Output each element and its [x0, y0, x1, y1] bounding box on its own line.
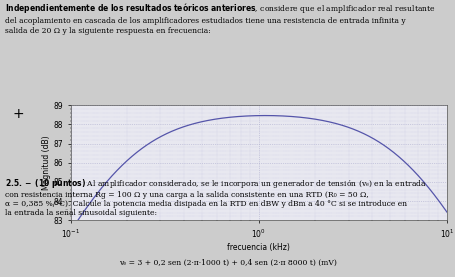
X-axis label: frecuencia (kHz): frecuencia (kHz) — [227, 243, 289, 252]
Text: $\bf{Independientemente\ de\ los\ resultados\ te\acute{o}ricos\ anteriores}$, co: $\bf{Independientemente\ de\ los\ result… — [5, 3, 435, 35]
Y-axis label: Magnitud (dB): Magnitud (dB) — [41, 135, 51, 190]
Text: $\bf{2.5.-\ (10\ puntos)}$ Al amplificador considerado, se le incorpora un gener: $\bf{2.5.-\ (10\ puntos)}$ Al amplificad… — [5, 176, 425, 217]
Text: +: + — [12, 107, 24, 121]
Text: vₑ = 3 + 0,2 sen (2·π·1000 t) + 0,4 sen (2·π 8000 t) (mV): vₑ = 3 + 0,2 sen (2·π·1000 t) + 0,4 sen … — [119, 258, 336, 266]
